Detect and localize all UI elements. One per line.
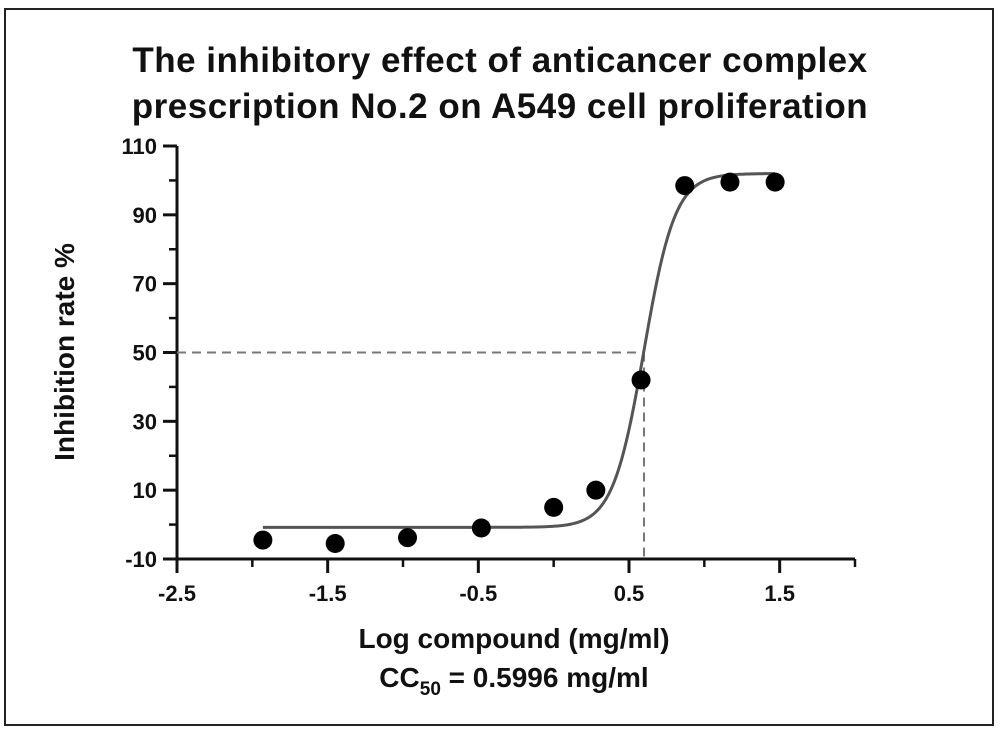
y-tick-label: 50 bbox=[133, 341, 157, 366]
x-tick-label: -1.5 bbox=[309, 581, 347, 606]
cc50-prefix: CC bbox=[379, 662, 419, 693]
y-tick-label: 70 bbox=[133, 272, 157, 297]
x-tick-label: 1.5 bbox=[764, 581, 795, 606]
x-tick-label: 0.5 bbox=[614, 581, 645, 606]
data-point bbox=[472, 519, 491, 538]
data-point bbox=[398, 528, 417, 547]
data-point bbox=[720, 173, 739, 192]
fit-curve bbox=[263, 174, 775, 528]
x-axis-label: Log compound (mg/ml) bbox=[358, 623, 669, 654]
data-point bbox=[632, 371, 651, 390]
data-points bbox=[253, 173, 784, 553]
x-tick-label: -0.5 bbox=[459, 581, 497, 606]
data-point bbox=[586, 481, 605, 500]
y-tick-label: -10 bbox=[125, 547, 157, 572]
y-tick-label: 30 bbox=[133, 409, 157, 434]
cc50-subscript: 50 bbox=[420, 679, 441, 700]
data-point bbox=[675, 176, 694, 195]
y-axis-label: Inhibition rate % bbox=[49, 243, 80, 461]
data-point bbox=[544, 498, 563, 517]
y-tick-label: 110 bbox=[122, 134, 158, 159]
data-point bbox=[326, 534, 345, 553]
y-tick-label: 90 bbox=[133, 203, 157, 228]
x-tick-label: -2.5 bbox=[158, 581, 196, 606]
data-point bbox=[253, 531, 272, 550]
axes: -10 10 30 50 70 90 110 -2.5 -1.5 -0.5 0.5 1.5 bbox=[122, 134, 856, 606]
data-point bbox=[766, 173, 785, 192]
cc50-value: = 0.5996 mg/ml bbox=[441, 662, 649, 693]
y-tick-label: 10 bbox=[133, 478, 157, 503]
cc50-label: CC50 = 0.5996 mg/ml bbox=[379, 662, 648, 700]
